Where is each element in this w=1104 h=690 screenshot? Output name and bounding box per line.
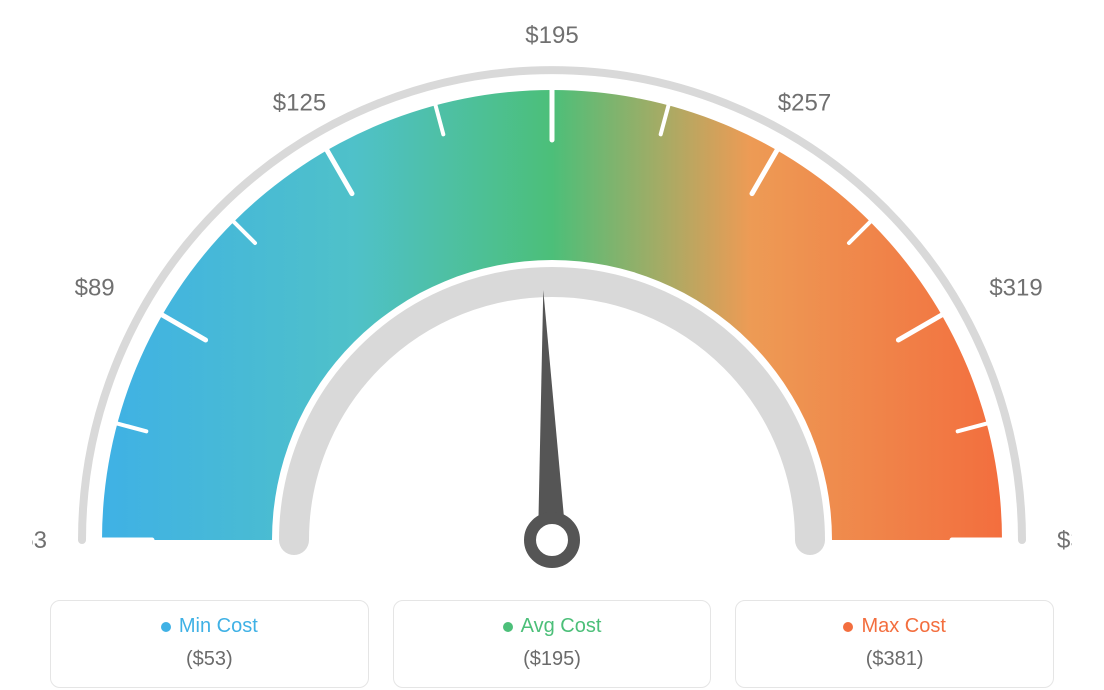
legend-title-avg: Avg Cost [503,615,602,638]
svg-text:$89: $89 [75,275,115,302]
legend-card-avg: Avg Cost ($195) [393,600,712,688]
legend-title-max: Max Cost [843,615,945,638]
svg-text:$53: $53 [32,527,47,554]
legend-label-max: Max Cost [861,615,945,638]
gauge-chart: $53 $89 $125 $195 $257 $319 $381 [20,20,1084,580]
svg-text:$257: $257 [778,90,831,117]
legend-card-max: Max Cost ($381) [735,600,1054,688]
legend-row: Min Cost ($53) Avg Cost ($195) Max Cost … [50,600,1054,688]
legend-label-min: Min Cost [179,615,258,638]
svg-text:$195: $195 [525,22,578,49]
legend-value-avg: ($195) [404,648,701,671]
svg-text:$125: $125 [273,90,326,117]
legend-title-min: Min Cost [161,615,258,638]
legend-dot-max [843,622,853,632]
legend-card-min: Min Cost ($53) [50,600,369,688]
legend-value-max: ($381) [746,648,1043,671]
gauge-svg: $53 $89 $125 $195 $257 $319 $381 [32,20,1072,580]
legend-label-avg: Avg Cost [521,615,602,638]
legend-dot-min [161,622,171,632]
svg-text:$381: $381 [1057,527,1072,554]
legend-dot-avg [503,622,513,632]
legend-value-min: ($53) [61,648,358,671]
svg-text:$319: $319 [989,275,1042,302]
